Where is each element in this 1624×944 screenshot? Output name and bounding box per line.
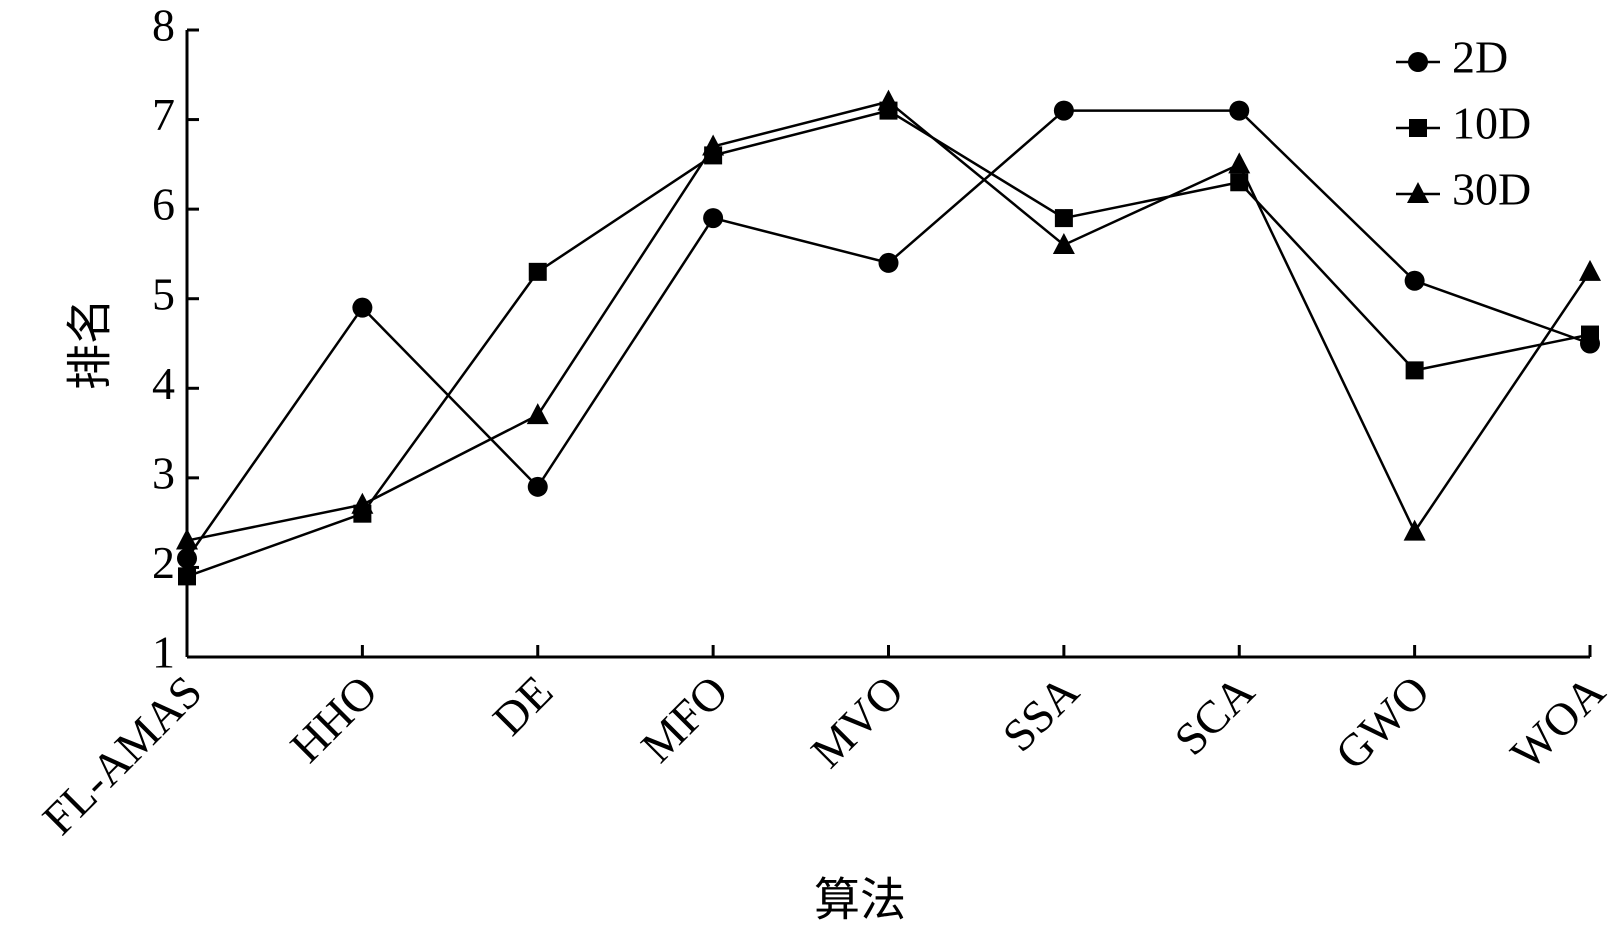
point (1052, 232, 1075, 254)
y-tick-label: 4 (152, 358, 175, 409)
point (176, 528, 198, 550)
y-tick-label: 3 (152, 447, 175, 498)
x-tick-label: WOA (1501, 665, 1615, 779)
point (1229, 100, 1250, 121)
point (1581, 325, 1599, 344)
x-tick-label: FL-AMAS (33, 665, 212, 844)
point (1054, 209, 1073, 228)
point (528, 262, 547, 281)
point (878, 252, 899, 273)
y-axis-label: 排名 (65, 298, 116, 390)
x-tick-label: GWO (1325, 665, 1439, 779)
point (703, 208, 724, 229)
point (178, 567, 196, 586)
point (526, 403, 549, 425)
x-tick-label: MVO (801, 665, 913, 777)
point (1408, 52, 1428, 72)
y-tick-label: 2 (152, 537, 175, 588)
point (702, 134, 725, 156)
series-line (186, 100, 1592, 542)
point (1053, 100, 1074, 121)
y-tick-label: 7 (152, 89, 175, 140)
point (1404, 270, 1425, 291)
legend-label: 10D (1452, 98, 1531, 149)
point (1407, 182, 1429, 203)
point (351, 492, 374, 514)
y-tick-label: 6 (152, 179, 175, 230)
legend-label: 30D (1452, 164, 1531, 215)
point (877, 89, 900, 111)
x-tick-label: SSA (993, 665, 1089, 761)
x-tick-label: SCA (1164, 665, 1263, 764)
point (1579, 259, 1601, 281)
x-tick-label: DE (483, 665, 562, 744)
legend-label: 2D (1452, 32, 1508, 83)
point (1405, 361, 1424, 380)
point (1228, 152, 1251, 174)
point (1230, 173, 1249, 192)
x-axis-label: 算法 (814, 875, 906, 926)
point (527, 476, 548, 497)
x-tick-label: MFO (631, 665, 738, 772)
point (352, 297, 373, 318)
x-tick-label: HHO (280, 665, 387, 772)
y-tick-label: 5 (152, 268, 175, 319)
point (1409, 119, 1427, 137)
point (177, 548, 197, 569)
point (1403, 519, 1426, 541)
y-tick-label: 1 (152, 627, 175, 678)
y-tick-label: 8 (152, 0, 175, 51)
